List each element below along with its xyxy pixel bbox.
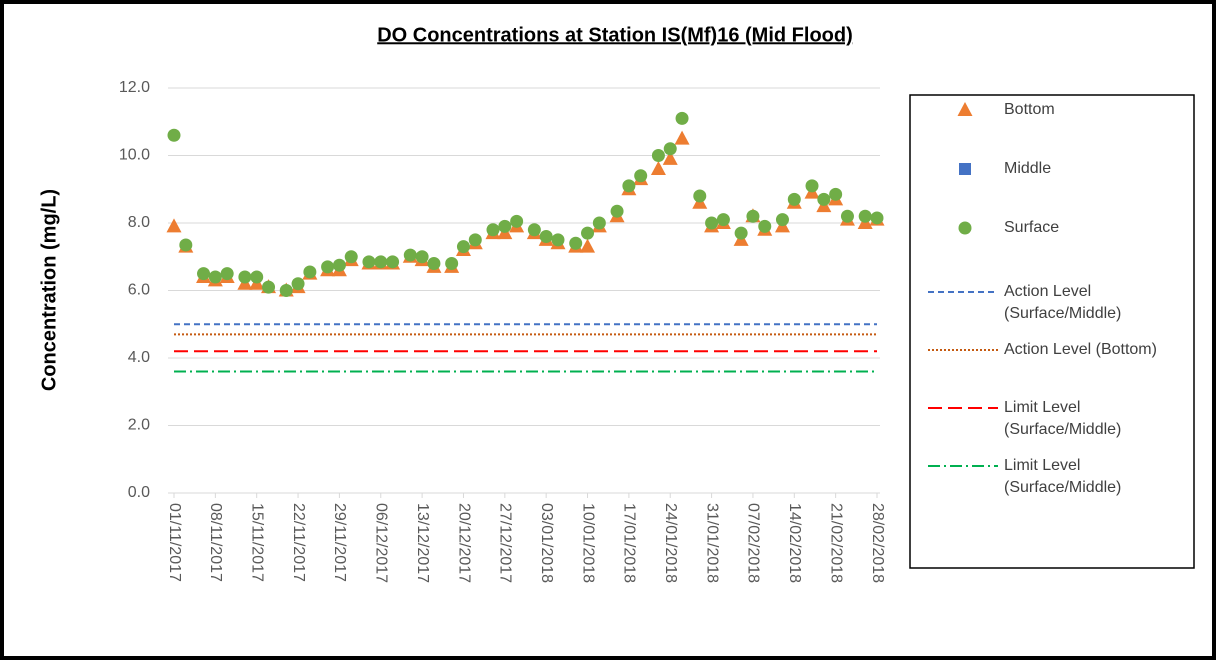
x-tick-label: 15/11/2017 [248,503,265,582]
legend-label: Action Level (Bottom) [1004,341,1157,358]
data-point [262,280,276,294]
legend-label: Bottom [1004,101,1055,118]
data-point [622,179,636,193]
data-point [705,216,719,230]
data-point [580,238,596,253]
data-point [498,219,512,233]
x-tick-label: 21/02/2018 [827,503,844,583]
data-point [445,257,459,270]
x-tick-label: 22/11/2017 [290,503,307,582]
data-point [510,214,524,228]
data-point [674,130,690,145]
data-point [386,255,400,269]
legend-marker [958,221,972,235]
data-point [734,226,748,240]
x-tick-label: 24/01/2018 [662,503,679,583]
x-tick-label: 20/12/2017 [455,503,472,583]
data-point [746,209,760,223]
data-point [332,258,346,272]
data-point [840,209,854,223]
data-point [456,240,470,254]
data-point [208,270,222,284]
legend-label: Surface [1004,219,1060,236]
data-point [279,284,293,297]
x-tick-label: 08/11/2017 [207,503,224,582]
x-tick-label: 10/01/2018 [579,503,596,583]
y-axis-label: Concentration (mg/L) [38,189,60,391]
y-tick-label: 2.0 [128,417,150,434]
data-point [675,111,689,125]
data-point [805,179,819,193]
data-point [663,142,677,156]
data-point [321,260,335,274]
data-point [403,248,417,262]
data-point [650,161,666,175]
data-point [592,216,606,230]
data-point [291,277,305,291]
data-point [870,211,884,225]
data-point [167,128,181,142]
data-point [468,233,482,247]
x-tick-label: 07/02/2018 [745,503,762,583]
y-tick-label: 10.0 [119,147,150,164]
data-point [610,204,624,218]
x-tick-label: 28/02/2018 [869,503,886,583]
data-point [716,213,730,227]
legend-marker [959,163,971,175]
data-point [197,267,211,281]
y-tick-label: 6.0 [128,282,150,299]
x-tick-label: 14/02/2018 [786,503,803,583]
data-point [250,270,264,284]
data-point [527,223,541,237]
x-tick-label: 31/01/2018 [703,503,720,583]
data-point [344,250,358,264]
legend-label: Limit Level (Surface/Middle) [1004,457,1122,496]
y-tick-label: 4.0 [128,349,150,366]
data-point [362,255,376,269]
data-point [662,150,678,165]
legend-label: Middle [1004,160,1052,177]
data-point [817,192,831,206]
data-point [634,169,648,183]
x-tick-label: 29/11/2017 [331,503,348,582]
data-point [220,267,234,281]
data-point [569,236,583,250]
data-point [775,213,789,227]
legend-label: Limit Level (Surface/Middle) [1004,399,1122,438]
x-tick-label: 27/12/2017 [497,503,514,583]
chart-title: DO Concentrations at Station IS(Mf)16 (M… [377,24,853,46]
data-point [238,270,252,284]
x-tick-label: 03/01/2018 [538,503,555,583]
y-tick-label: 12.0 [119,79,150,96]
data-point [651,149,665,162]
data-point [539,230,553,243]
data-point [693,189,707,203]
data-point [427,257,441,270]
data-point [166,218,182,233]
legend-label: Action Level (Surface/Middle) [1004,283,1122,322]
x-tick-label: 01/11/2017 [166,503,183,582]
data-point [551,233,565,247]
data-point [758,219,772,233]
data-point [415,250,429,264]
data-point [303,265,317,279]
data-point [581,226,595,240]
data-point [374,255,388,269]
y-tick-label: 8.0 [128,214,150,231]
x-tick-label: 13/12/2017 [414,503,431,583]
data-point [858,209,872,223]
x-tick-label: 06/12/2017 [373,503,390,583]
legend-box [909,94,1195,569]
data-point [829,187,843,201]
data-point [787,192,801,206]
y-tick-label: 0.0 [128,484,150,501]
x-tick-label: 17/01/2018 [621,503,638,583]
data-point [179,238,193,252]
data-point [486,223,500,237]
legend-marker [957,102,973,116]
